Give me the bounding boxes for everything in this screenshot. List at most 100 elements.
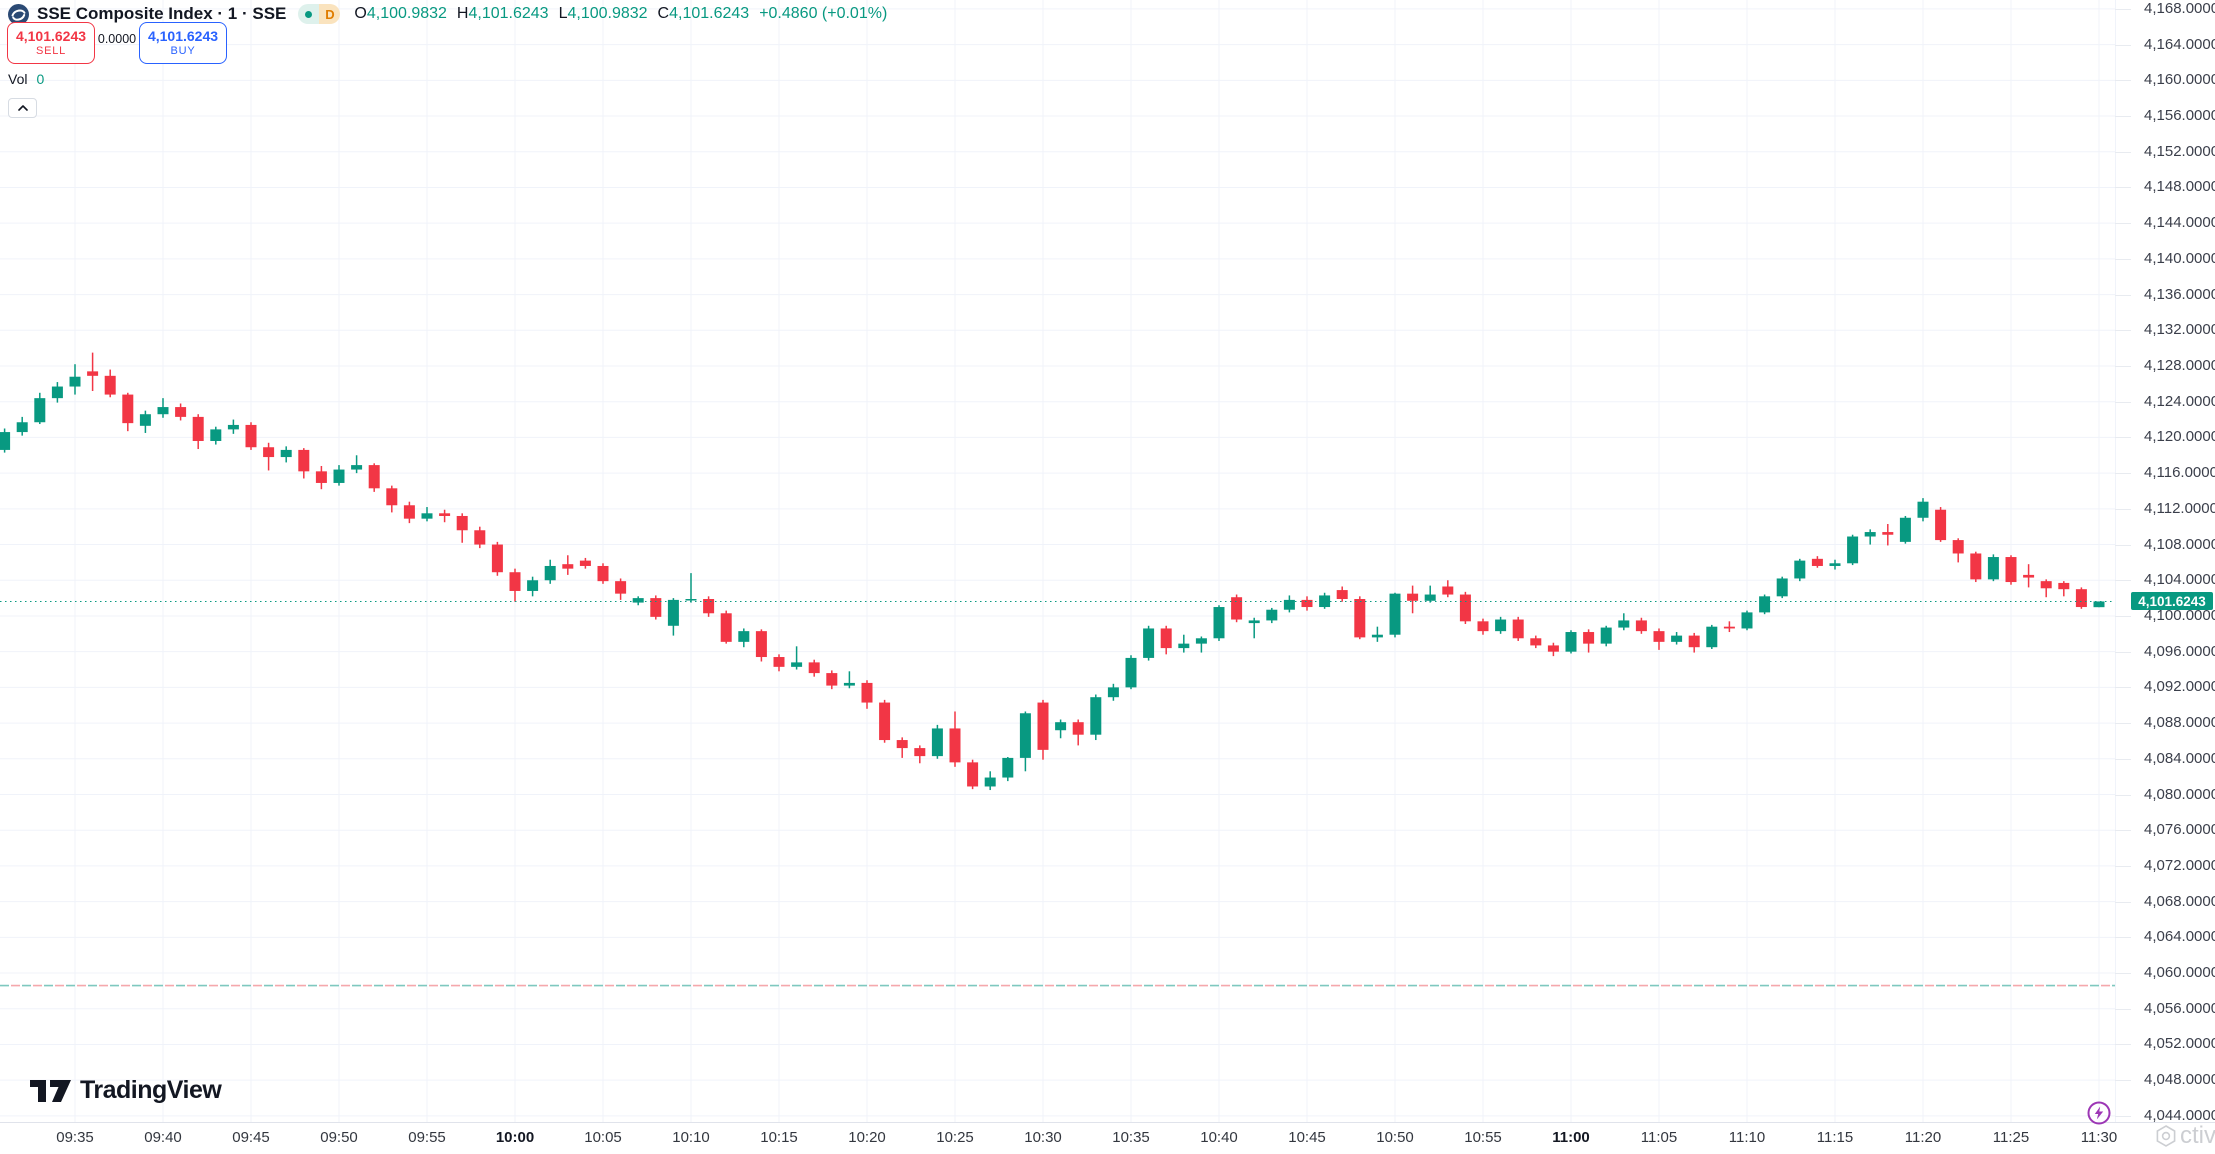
tradingview-logo[interactable]: TradingView xyxy=(30,1076,222,1105)
price-tick xyxy=(2115,473,2131,475)
price-axis-border xyxy=(2115,0,2116,1122)
price-tick xyxy=(2115,758,2131,760)
time-axis-label: 09:45 xyxy=(232,1129,270,1146)
price-axis-label: 4,160.0000 xyxy=(2144,71,2215,89)
time-axis-label: 10:50 xyxy=(1376,1129,1414,1146)
price-axis-label: 4,048.0000 xyxy=(2144,1071,2215,1089)
price-axis-label: 4,132.0000 xyxy=(2144,321,2215,339)
price-axis-label: 4,168.0000 xyxy=(2144,0,2215,17)
price-tick xyxy=(2115,723,2131,725)
price-tick xyxy=(2115,1044,2131,1046)
time-axis-label: 09:35 xyxy=(56,1129,94,1146)
volume-legend: Vol 0 xyxy=(8,71,44,87)
price-tick xyxy=(2115,794,2131,796)
time-axis-label: 10:35 xyxy=(1112,1129,1150,1146)
price-axis-label: 4,164.0000 xyxy=(2144,35,2215,53)
price-axis-label: 4,076.0000 xyxy=(2144,821,2215,839)
price-tick xyxy=(2115,1080,2131,1082)
time-axis-label: 10:15 xyxy=(760,1129,798,1146)
price-axis-label: 4,140.0000 xyxy=(2144,249,2215,267)
price-axis-label: 4,068.0000 xyxy=(2144,892,2215,910)
price-tick xyxy=(2115,615,2131,617)
price-axis-label: 4,064.0000 xyxy=(2144,928,2215,946)
price-tick xyxy=(2115,258,2131,260)
price-axis-label: 4,112.0000 xyxy=(2144,499,2215,517)
high-value: 4,101.6243 xyxy=(468,5,549,22)
sell-price: 4,101.6243 xyxy=(15,28,87,44)
price-axis-label: 4,088.0000 xyxy=(2144,714,2215,732)
price-tick xyxy=(2115,187,2131,189)
buy-price: 4,101.6243 xyxy=(147,28,219,44)
time-axis-label: 11:00 xyxy=(1552,1129,1590,1146)
activation-watermark: ctiva xyxy=(2154,1122,2215,1150)
time-axis-label: 10:30 xyxy=(1024,1129,1062,1146)
price-axis-label: 4,080.0000 xyxy=(2144,785,2215,803)
price-tick xyxy=(2115,865,2131,867)
market-status-pill[interactable]: D xyxy=(298,4,341,24)
price-axis-label: 4,120.0000 xyxy=(2144,428,2215,446)
low-label: L xyxy=(558,5,568,22)
tradingview-logo-text: TradingView xyxy=(80,1076,222,1104)
time-axis-label: 10:25 xyxy=(936,1129,974,1146)
price-axis-label: 4,084.0000 xyxy=(2144,749,2215,767)
price-tick xyxy=(2115,651,2131,653)
open-value: 4,100.9832 xyxy=(366,5,447,22)
spread-value: 0.0000 xyxy=(97,32,137,46)
price-tick xyxy=(2115,901,2131,903)
price-tick xyxy=(2115,80,2131,82)
time-axis-label: 10:10 xyxy=(672,1129,710,1146)
price-tick xyxy=(2115,223,2131,225)
time-axis-label: 10:00 xyxy=(495,1129,535,1146)
tradingview-logo-icon xyxy=(30,1079,72,1102)
price-axis-label: 4,060.0000 xyxy=(2144,964,2215,982)
time-axis-label: 11:20 xyxy=(1904,1129,1942,1146)
time-axis-label: 10:55 xyxy=(1464,1129,1502,1146)
time-axis-label: 11:15 xyxy=(1816,1129,1854,1146)
current-price-tag: 4,101.6243 xyxy=(2131,592,2213,611)
price-axis-label: 4,136.0000 xyxy=(2144,285,2215,303)
symbol-legend: SSE Composite Index · 1 · SSE D O4,100.9… xyxy=(8,3,887,25)
price-axis-label: 4,056.0000 xyxy=(2144,999,2215,1017)
high-label: H xyxy=(456,5,469,22)
collapse-panel-button[interactable] xyxy=(8,98,37,118)
price-tick xyxy=(2115,330,2131,332)
price-tick xyxy=(2115,116,2131,118)
volume-value: 0 xyxy=(36,71,45,87)
price-tick xyxy=(2115,294,2131,296)
sell-label: SELL xyxy=(35,45,67,57)
time-axis-label: 11:10 xyxy=(1728,1129,1766,1146)
chevron-up-icon xyxy=(17,105,28,111)
buy-button[interactable]: 4,101.6243 BUY xyxy=(139,22,227,64)
ohlc-legend: O4,100.9832 H4,101.6243 L4,100.9832 C4,1… xyxy=(354,5,887,23)
time-axis-border xyxy=(0,1122,2215,1123)
price-tick xyxy=(2115,1008,2131,1010)
lightning-boost-button[interactable] xyxy=(2087,1101,2111,1125)
price-tick xyxy=(2115,544,2131,546)
low-value: 4,100.9832 xyxy=(567,5,648,22)
price-tick xyxy=(2115,366,2131,367)
price-axis-label: 4,148.0000 xyxy=(2144,178,2215,196)
candlestick-chart-canvas[interactable] xyxy=(0,0,2115,1122)
price-axis-label: 4,116.0000 xyxy=(2144,464,2215,482)
price-tick xyxy=(2115,8,2131,10)
price-tick xyxy=(2115,830,2131,832)
price-tick xyxy=(2115,1115,2131,1117)
price-axis-label: 4,124.0000 xyxy=(2144,392,2215,410)
time-axis-label: 09:55 xyxy=(408,1129,446,1146)
close-label: C xyxy=(657,5,670,22)
time-axis[interactable]: 09:35 09:40 09:45 09:50 09:55 10:00 10:05 10:10… xyxy=(0,1122,2215,1154)
price-tick xyxy=(2115,937,2131,939)
sell-button[interactable]: 4,101.6243 SELL xyxy=(7,22,95,64)
time-axis-label: 11:25 xyxy=(1992,1129,2030,1146)
candles xyxy=(0,352,2105,791)
price-axis[interactable]: 4,044.0000 4,048.0000 4,052.0000 4,056.0000… xyxy=(2115,0,2215,1124)
price-axis-label: 4,104.0000 xyxy=(2144,571,2215,589)
delayed-data-badge[interactable]: D xyxy=(319,4,341,24)
close-value: 4,101.6243 xyxy=(669,5,750,22)
price-axis-label: 4,108.0000 xyxy=(2144,535,2215,553)
price-axis-label: 4,044.0000 xyxy=(2144,1106,2215,1124)
symbol-title[interactable]: SSE Composite Index · 1 · SSE xyxy=(37,4,287,23)
price-axis-label: 4,156.0000 xyxy=(2144,107,2215,125)
price-tick xyxy=(2115,973,2131,975)
